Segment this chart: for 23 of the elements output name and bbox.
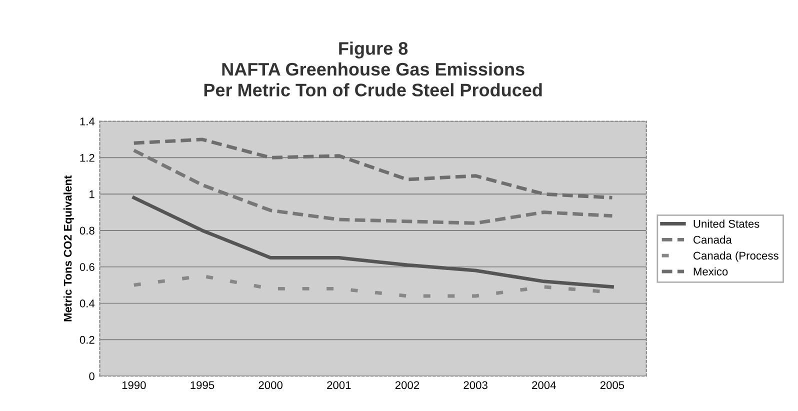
x-tick-label: 2000 bbox=[258, 381, 282, 390]
x-tick-label: 1990 bbox=[122, 381, 146, 390]
y-tick-label: 0 bbox=[89, 372, 94, 380]
legend-label: Canada bbox=[694, 236, 732, 244]
y-tick-label: 0.8 bbox=[80, 226, 94, 235]
x-tick-label: 2005 bbox=[600, 381, 624, 390]
line-series bbox=[132, 196, 614, 289]
legend-label: Canada (Process bbox=[694, 251, 778, 262]
x-tick-label: 2002 bbox=[395, 381, 420, 390]
legend-label: United States bbox=[694, 220, 760, 228]
y-tick-label: 1.4 bbox=[80, 118, 95, 126]
x-tick-label: 1995 bbox=[190, 381, 214, 390]
y-tick-label: 0.4 bbox=[80, 300, 95, 308]
y-tick-label: 0.2 bbox=[80, 336, 94, 344]
legend-label: Mexico bbox=[694, 267, 728, 276]
x-tick-label: 2001 bbox=[327, 381, 351, 390]
y-tick-label: 1.2 bbox=[80, 154, 94, 162]
y-tick-label: 0.6 bbox=[80, 263, 94, 271]
x-tick-label: 2004 bbox=[532, 381, 556, 390]
chart-title: Figure 8 NAFTA Greenhouse Gas Emissions Per Metric Ton of Crude Steel Produced bbox=[204, 42, 542, 96]
y-tick-label: 1 bbox=[90, 190, 94, 198]
x-tick-label: 2003 bbox=[464, 381, 488, 390]
y-axis-title: Metric Tons CO2 Equivalent bbox=[64, 175, 74, 322]
